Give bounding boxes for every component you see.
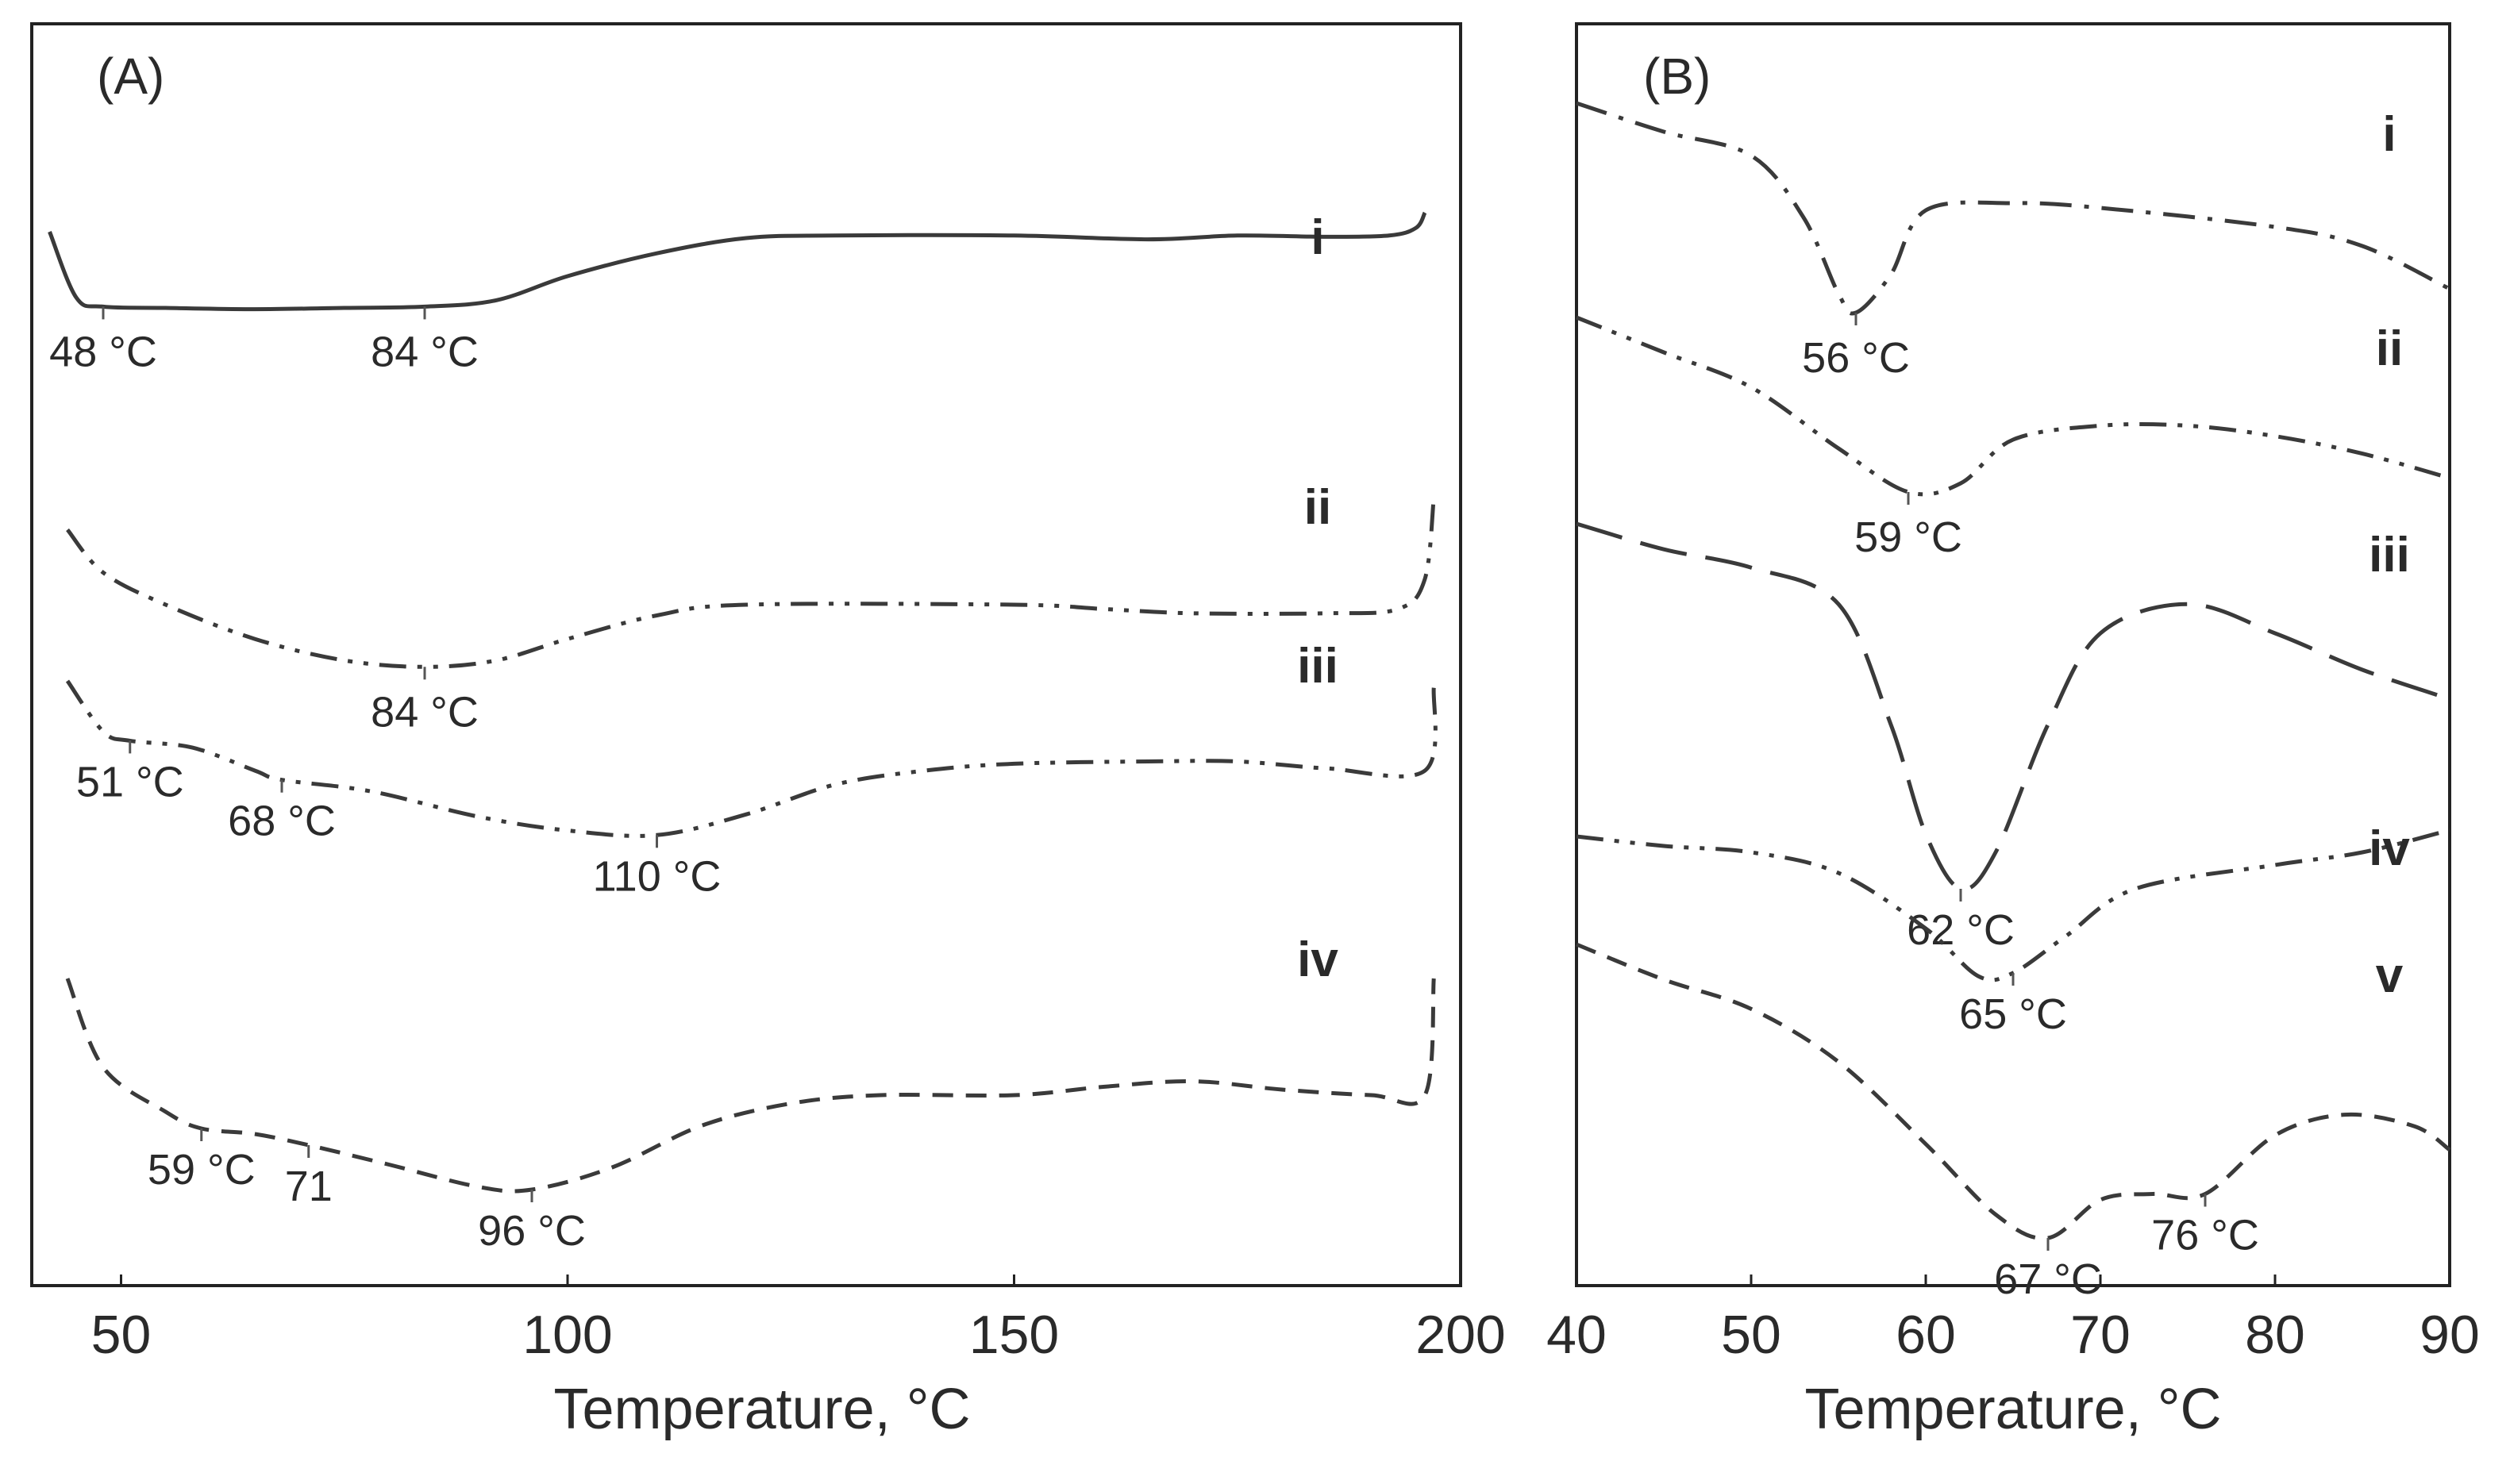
panel-b-x-axis-label: Temperature, °C — [1805, 1378, 2222, 1441]
series-label-iii: iii — [1297, 639, 1338, 694]
series-label-iii: iii — [2369, 528, 2410, 582]
series-line-iv — [65, 978, 1436, 1194]
series-line-iii — [1576, 521, 2450, 892]
series-label-i: i — [1311, 210, 1324, 265]
peak-annotation: 84 °C — [371, 688, 479, 736]
series-line-v — [1576, 942, 2451, 1240]
series-label-iv: iv — [1297, 932, 1338, 987]
peak-annotation: 48 °C — [49, 328, 157, 375]
series-label-ii: ii — [1304, 480, 1331, 535]
panel-a-frame — [30, 22, 1462, 1287]
x-tick-label: 50 — [91, 1305, 152, 1365]
peak-annotation: 67 °C — [1994, 1255, 2102, 1303]
x-tick-label: 90 — [2420, 1305, 2480, 1365]
panel-a-series: i 48 °C 84 °C ii 84 °C iii 51 °C 68 °C 110 °C iv 5… — [48, 210, 1438, 1255]
peak-annotation: 51 °C — [76, 758, 184, 805]
panel-a: (A) 50 100 150 200 i 48 °C 84 °C ii 84 °C iii 51 … — [30, 22, 1506, 1441]
x-tick-label: 50 — [1721, 1305, 1781, 1365]
peak-annotation: 59 °C — [1854, 513, 1962, 561]
series-line-ii — [1576, 315, 2450, 497]
x-tick-label: 70 — [2070, 1305, 2131, 1365]
peak-annotation: 68 °C — [228, 798, 336, 845]
panel-b: (B) 40 50 60 70 80 90 i 56 °C ii 59 °C iii 62 °C iv… — [1546, 22, 2480, 1441]
series-line-iv — [1576, 828, 2450, 982]
x-tick-label: 40 — [1546, 1305, 1607, 1365]
panel-a-x-axis-label: Temperature, °C — [554, 1378, 971, 1441]
series-line-iii — [65, 679, 1438, 838]
x-tick-label: 200 — [1415, 1305, 1505, 1365]
panel-b-frame — [1575, 22, 2451, 1287]
peak-annotation: 56 °C — [1802, 334, 1910, 382]
series-label-iv: iv — [2369, 821, 2410, 876]
panel-b-x-ticks: 40 50 60 70 80 90 — [1546, 1274, 2480, 1365]
peak-annotation: 76 °C — [2151, 1212, 2259, 1259]
peak-annotation: 59 °C — [148, 1146, 256, 1194]
series-label-ii: ii — [2376, 321, 2403, 376]
x-tick-label: 100 — [522, 1305, 612, 1365]
panel-b-series: i 56 °C ii 59 °C iii 62 °C iv 65 °C v 67 °C 76 °C — [1576, 101, 2451, 1303]
panel-a-label: (A) — [97, 48, 164, 105]
peak-annotation: 65 °C — [1959, 990, 2067, 1038]
series-line-i — [48, 211, 1427, 312]
peak-annotation: 71 — [285, 1163, 333, 1210]
panel-b-label: (B) — [1643, 48, 1711, 105]
peak-annotation: 96 °C — [478, 1207, 586, 1255]
x-tick-label: 60 — [1896, 1305, 1956, 1365]
peak-annotation: 62 °C — [1907, 906, 2015, 954]
series-line-ii — [66, 497, 1436, 669]
panel-a-x-ticks: 50 100 150 200 — [91, 1274, 1506, 1365]
x-tick-label: 80 — [2245, 1305, 2305, 1365]
peak-annotation: 110 °C — [593, 852, 722, 900]
x-tick-label: 150 — [969, 1305, 1059, 1365]
peak-annotation: 84 °C — [371, 328, 479, 375]
series-label-i: i — [2382, 107, 2396, 162]
series-line-i — [1576, 101, 2451, 316]
series-label-v: v — [2376, 948, 2404, 1003]
